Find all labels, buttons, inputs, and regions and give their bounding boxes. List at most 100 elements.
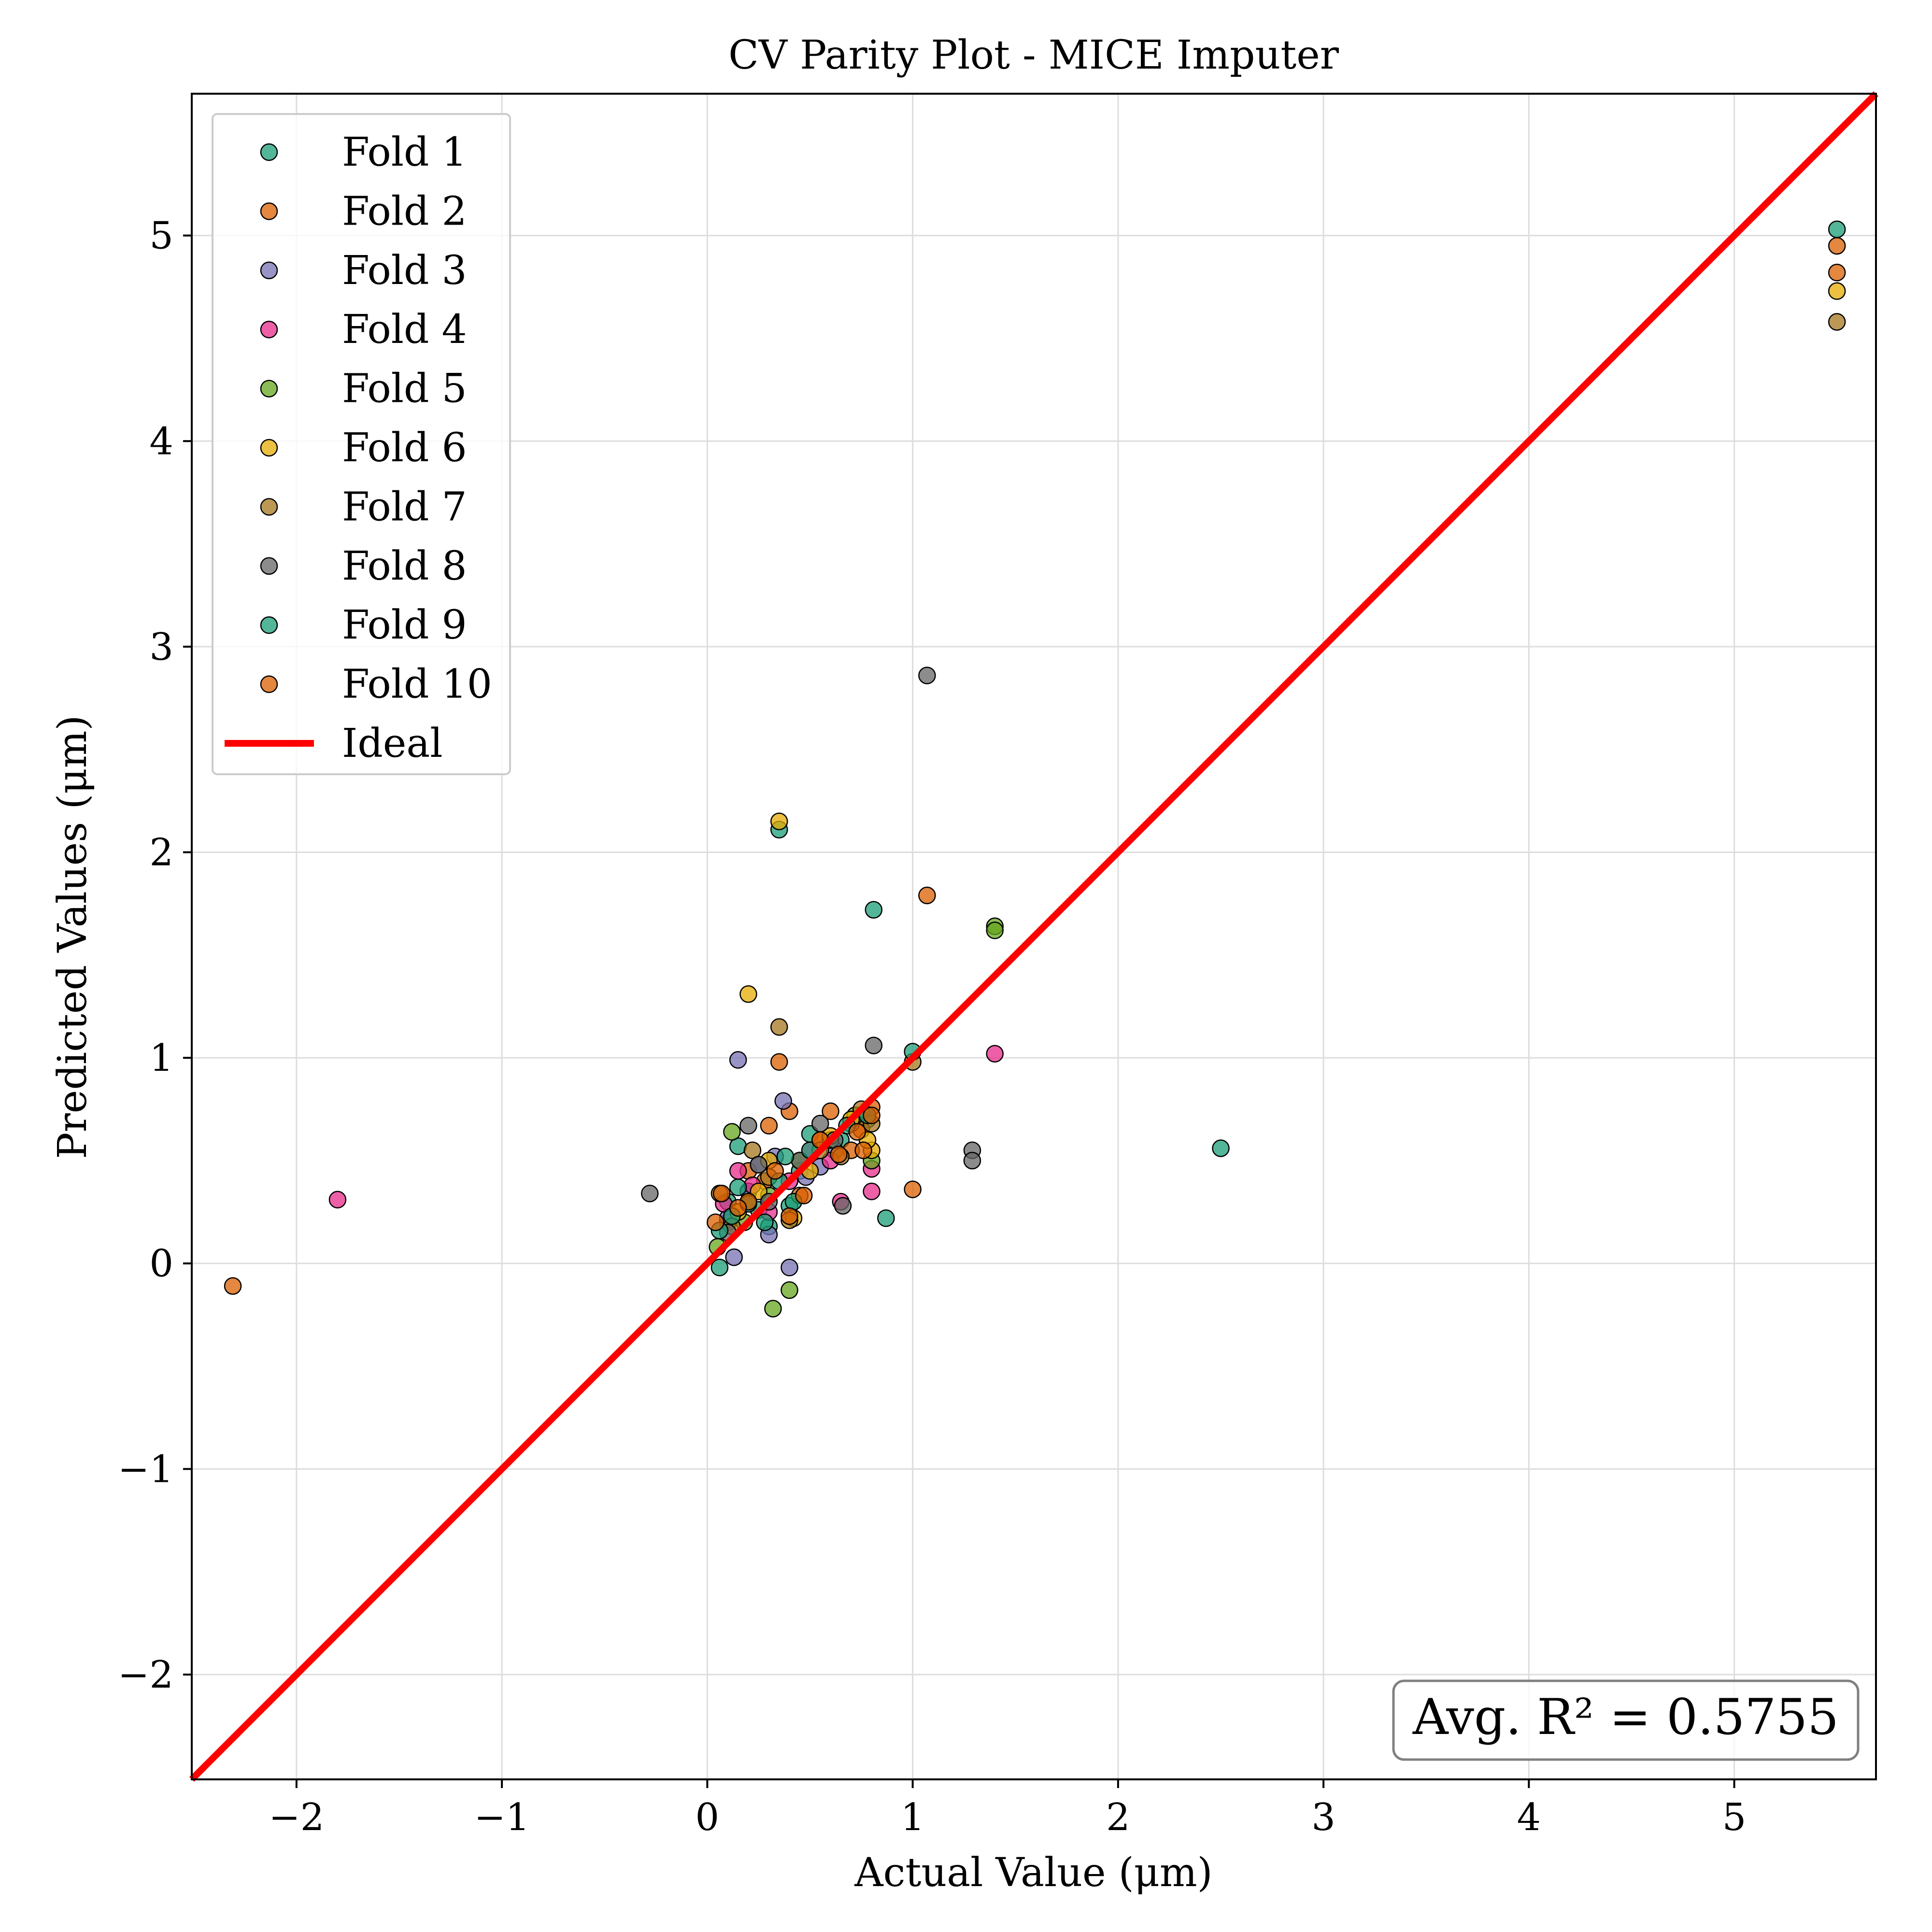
data-point [729,1162,747,1180]
data-point [710,1258,729,1277]
y-tick-label: 0 [149,1242,173,1286]
y-tick-label: 4 [149,420,173,463]
legend-marker [260,557,278,575]
data-point [760,1117,778,1135]
legend-label: Fold 2 [342,188,467,234]
data-point [776,1148,795,1165]
r2-annotation-box [1392,1679,1860,1761]
data-point [739,1117,757,1135]
data-point [770,1053,788,1071]
data-point [822,1102,839,1121]
legend-label: Fold 6 [342,425,467,471]
data-point [863,1182,881,1201]
data-point [729,1051,747,1069]
data-point [766,1162,784,1180]
legend-label: Fold 7 [342,484,467,530]
x-tick-label: 1 [901,1796,925,1839]
legend-label: Fold 1 [342,129,467,175]
data-point [811,1115,829,1133]
legend-marker [260,261,278,280]
data-point [1828,313,1846,331]
legend-marker [260,143,278,161]
legend-label: Fold 8 [342,543,467,589]
data-point [712,1184,731,1203]
scatter-points [224,220,1846,1318]
legend: Fold 1 Fold 2 Fold 3 Fold 4 Fold 5 Fold 6 Fold… [212,113,511,775]
grid [192,94,1876,1779]
legend-box [212,113,511,775]
y-tick-label: 1 [149,1037,173,1080]
legend-marker [260,498,278,516]
legend-label: Fold 4 [342,307,467,353]
data-point [1828,282,1846,300]
x-axis-ticks: −2 −1 0 1 2 3 4 5 [269,1779,1746,1839]
series-fold-8 [641,667,981,1242]
r2-annotation: Avg. R² = 0.5755 [1392,1679,1860,1761]
y-tick-label: −1 [118,1448,173,1491]
data-point [756,1213,774,1231]
data-point [1828,237,1846,255]
y-tick-label: 3 [149,625,173,669]
data-point [830,1145,848,1164]
legend-label: Fold 10 [342,662,492,708]
x-tick-label: −2 [269,1796,324,1839]
data-point [1212,1139,1230,1157]
data-point [781,1281,798,1299]
data-point [729,1199,747,1217]
data-point [986,921,1004,939]
data-point [707,1213,724,1231]
x-tick-label: −1 [474,1796,530,1839]
y-tick-label: 2 [149,831,173,875]
r2-annotation-text: Avg. R² = 0.5755 [1412,1689,1839,1746]
data-point [739,985,757,1003]
legend-label: Fold 3 [342,248,467,294]
data-point [781,1207,798,1225]
data-point [725,1248,743,1266]
legend-marker [260,439,278,457]
y-tick-label: 5 [149,214,173,258]
data-point [918,886,936,905]
series-fold-10 [707,264,1846,1231]
data-point [963,1151,981,1170]
legend-label: Fold 5 [342,366,467,412]
x-tick-label: 0 [696,1796,720,1839]
data-point [641,1184,659,1203]
x-tick-label: 2 [1106,1796,1130,1839]
data-point [1828,220,1846,239]
data-point [723,1123,741,1141]
data-point [729,1178,747,1196]
data-point [918,667,936,684]
legend-marker [260,675,278,693]
legend-marker [260,380,278,398]
data-point [865,901,883,919]
x-tick-label: 3 [1311,1796,1335,1839]
legend-items: Fold 1 Fold 2 Fold 3 Fold 4 Fold 5 Fold 6 Fold… [225,129,492,767]
legend-marker [260,320,278,339]
data-point [904,1180,922,1198]
legend-marker [260,616,278,634]
data-point [328,1191,347,1209]
data-point [877,1209,895,1227]
ideal-line [189,91,1878,1782]
x-axis-label: Actual Value (μm) [854,1850,1212,1896]
data-point [795,1187,813,1205]
y-tick-label: −2 [118,1653,173,1697]
data-point [224,1277,242,1295]
data-point [764,1300,782,1318]
legend-marker [260,202,278,220]
data-point [750,1156,767,1174]
y-axis-ticks: −2 −1 0 1 2 3 4 5 [118,214,192,1697]
x-tick-label: 5 [1722,1796,1747,1839]
y-axis-label: Predicted Values (μm) [50,715,96,1159]
data-point [848,1123,867,1141]
legend-label: Fold 9 [342,602,467,648]
x-tick-label: 4 [1517,1796,1541,1839]
data-point [863,1107,881,1124]
data-point [770,1018,788,1036]
data-point [854,1141,872,1159]
data-point [986,1045,1004,1063]
data-point [834,1197,852,1215]
data-point [781,1258,798,1277]
